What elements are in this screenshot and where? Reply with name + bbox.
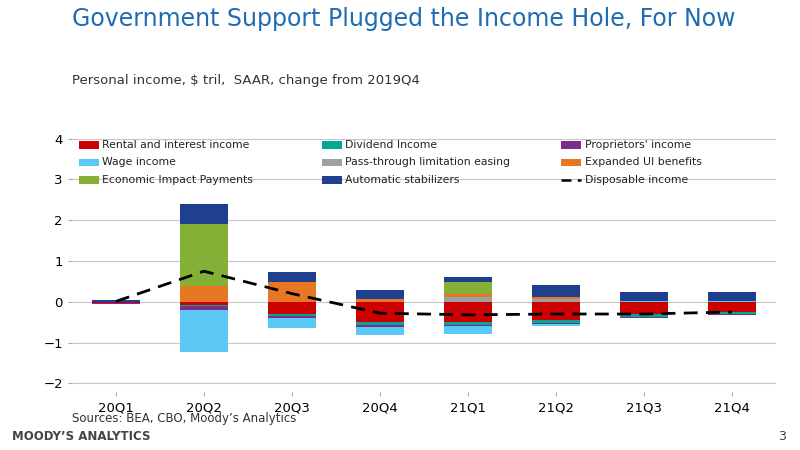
Bar bbox=[180, 286, 228, 302]
Bar bbox=[444, 282, 492, 294]
Bar bbox=[444, 297, 492, 302]
Bar bbox=[180, 204, 228, 224]
FancyBboxPatch shape bbox=[79, 141, 98, 148]
Bar bbox=[620, 302, 668, 314]
Bar bbox=[268, 272, 316, 282]
Bar bbox=[268, 302, 316, 314]
Bar bbox=[708, 301, 756, 302]
Text: 3: 3 bbox=[778, 430, 786, 443]
Bar bbox=[356, 298, 404, 302]
FancyBboxPatch shape bbox=[322, 176, 342, 184]
Text: Rental and interest income: Rental and interest income bbox=[102, 140, 250, 150]
Bar bbox=[708, 312, 756, 314]
Bar bbox=[444, 302, 492, 322]
Text: Economic Impact Payments: Economic Impact Payments bbox=[102, 175, 253, 185]
Bar bbox=[444, 326, 492, 334]
Bar bbox=[708, 292, 756, 301]
FancyBboxPatch shape bbox=[79, 176, 98, 184]
Bar bbox=[620, 301, 668, 302]
FancyBboxPatch shape bbox=[79, 158, 98, 166]
Bar bbox=[268, 318, 316, 328]
Bar bbox=[620, 292, 668, 301]
Bar bbox=[92, 302, 140, 303]
Text: Expanded UI benefits: Expanded UI benefits bbox=[585, 158, 702, 167]
Bar bbox=[180, 302, 228, 305]
Bar bbox=[708, 314, 756, 315]
Bar bbox=[356, 302, 404, 322]
Text: Wage income: Wage income bbox=[102, 158, 176, 167]
FancyBboxPatch shape bbox=[562, 158, 581, 166]
Bar bbox=[532, 297, 580, 298]
Bar bbox=[92, 300, 140, 302]
Text: Automatic stabilizers: Automatic stabilizers bbox=[345, 175, 460, 185]
Bar bbox=[444, 322, 492, 324]
Bar bbox=[532, 298, 580, 302]
Text: Sources: BEA, CBO, Moody’s Analytics: Sources: BEA, CBO, Moody’s Analytics bbox=[72, 412, 296, 425]
Bar bbox=[268, 314, 316, 316]
Bar bbox=[268, 316, 316, 318]
Text: Government Support Plugged the Income Hole, For Now: Government Support Plugged the Income Ho… bbox=[72, 7, 735, 31]
Bar bbox=[444, 294, 492, 297]
Bar bbox=[708, 302, 756, 312]
Bar bbox=[532, 323, 580, 324]
Bar bbox=[444, 324, 492, 326]
FancyBboxPatch shape bbox=[322, 158, 342, 166]
FancyBboxPatch shape bbox=[322, 141, 342, 148]
Text: Dividend Income: Dividend Income bbox=[345, 140, 438, 150]
Text: Disposable income: Disposable income bbox=[585, 175, 688, 185]
FancyBboxPatch shape bbox=[562, 141, 581, 148]
Bar bbox=[180, 305, 228, 306]
Bar bbox=[444, 277, 492, 282]
Bar bbox=[532, 324, 580, 326]
Bar bbox=[620, 314, 668, 317]
Bar bbox=[620, 317, 668, 318]
Bar bbox=[532, 302, 580, 320]
Bar bbox=[356, 325, 404, 327]
Bar bbox=[180, 310, 228, 352]
Text: Pass-through limitation easing: Pass-through limitation easing bbox=[345, 158, 510, 167]
Text: Proprietors' income: Proprietors' income bbox=[585, 140, 690, 150]
Bar bbox=[356, 322, 404, 325]
Bar bbox=[180, 224, 228, 286]
Bar bbox=[532, 320, 580, 323]
Bar bbox=[180, 306, 228, 310]
Bar bbox=[532, 285, 580, 297]
Text: Personal income, $ tril,  SAAR, change from 2019Q4: Personal income, $ tril, SAAR, change fr… bbox=[72, 74, 420, 87]
Text: MOODY’S ANALYTICS: MOODY’S ANALYTICS bbox=[12, 430, 150, 443]
Bar bbox=[356, 289, 404, 298]
Bar bbox=[268, 282, 316, 302]
Bar bbox=[356, 327, 404, 335]
